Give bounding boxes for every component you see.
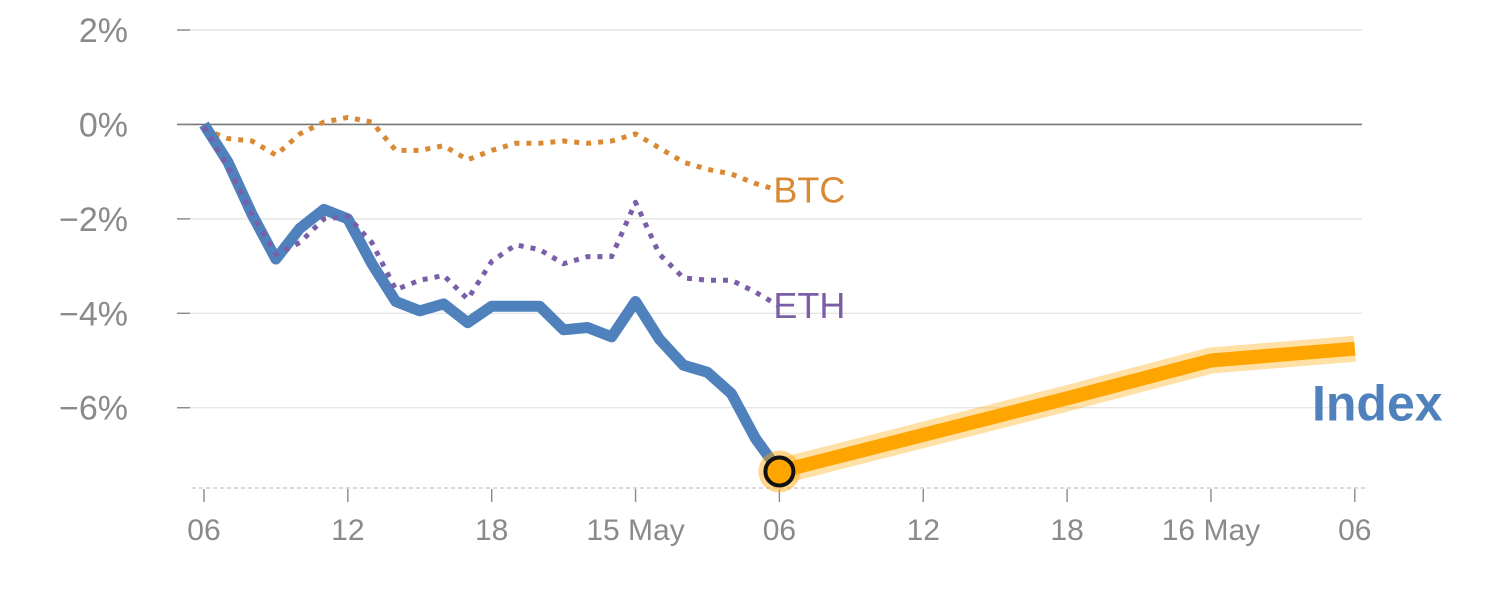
- marker-point: [763, 455, 796, 488]
- x-tick-label: 06: [1338, 514, 1371, 547]
- y-tick-label: 2%: [79, 12, 128, 50]
- x-tick-label: 18: [1050, 514, 1083, 547]
- x-tick-label: 15 May: [586, 514, 684, 547]
- y-tick-label: 0%: [79, 106, 128, 144]
- series-label-eth: ETH: [773, 285, 845, 326]
- series-label-index: Index: [1312, 376, 1443, 432]
- x-tick-label: 12: [907, 514, 940, 547]
- series-label-btc: BTC: [773, 170, 845, 211]
- series-line-eth: [201, 125, 781, 309]
- y-tick-label: −6%: [59, 390, 128, 428]
- x-tick-label: 18: [475, 514, 508, 547]
- x-tick-label: 06: [187, 514, 220, 547]
- series-line-btc: [203, 114, 781, 193]
- y-tick-label: −4%: [59, 295, 128, 333]
- forecast-line: [777, 341, 1356, 479]
- y-tick-label: −2%: [59, 201, 128, 239]
- x-tick-label: 06: [763, 514, 796, 547]
- x-tick-label: 12: [331, 514, 364, 547]
- x-tick-label: 16 May: [1162, 514, 1260, 547]
- series-line-index: [199, 121, 784, 475]
